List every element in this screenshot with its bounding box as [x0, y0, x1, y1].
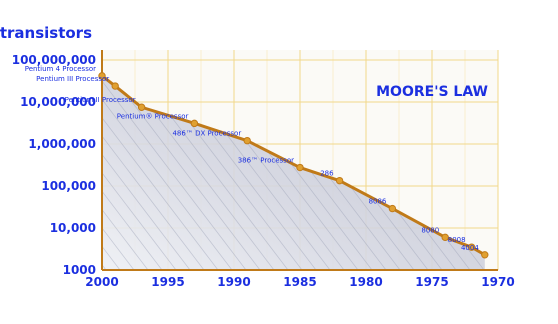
chart-title: MOORE'S LAW: [376, 84, 488, 100]
point-label: 8080: [421, 226, 439, 234]
point-label: 486™ DX Processor: [172, 130, 241, 138]
point-label: 8086: [369, 198, 387, 206]
data-point: [335, 176, 344, 185]
y-tick-label: 10,000: [50, 221, 96, 235]
point-label: Pentium II Processor: [65, 96, 136, 104]
y-tick-label: 1000: [63, 263, 96, 277]
texture-stripe: [102, 67, 219, 270]
y-tick-label: 100,000: [41, 179, 96, 193]
texture-stripe: [102, 67, 135, 270]
data-point: [467, 243, 476, 251]
data-point: [296, 163, 304, 172]
data-point: [481, 251, 489, 259]
x-tick-labels: 1970 1975 1980 1985 1990 1995 2000: [85, 275, 514, 289]
texture-stripe: [102, 67, 149, 270]
texture-stripe: [102, 67, 163, 270]
texture-stripe: [0, 60, 92, 270]
x-tick-label: 1970: [481, 275, 514, 289]
y-axis-label: transistors: [0, 24, 92, 42]
x-tick-label: 2000: [85, 275, 118, 289]
data-point: [388, 204, 397, 213]
data-point: [111, 82, 119, 90]
x-tick-label: 1995: [151, 275, 184, 289]
chip-photo-area: [102, 67, 485, 270]
texture-stripe: [102, 67, 107, 270]
point-label: Pentium® Processor: [117, 112, 189, 120]
data-point: [98, 72, 106, 80]
x-tick-label: 1990: [217, 275, 250, 289]
x-tick-label: 1975: [415, 275, 448, 289]
texture-stripe: [102, 67, 177, 270]
data-point: [243, 136, 251, 145]
point-label: 4004: [461, 244, 479, 252]
x-tick-label: 1985: [283, 275, 316, 289]
point-label: 286: [320, 170, 334, 178]
point-label: 386™ Processor: [238, 157, 294, 165]
point-label: 8008: [448, 236, 466, 244]
data-point: [190, 119, 199, 128]
point-label: Pentium III Processor: [36, 75, 109, 83]
y-tick-labels: 1000 10,000 100,000 1,000,000 10,000,000 100,…: [12, 53, 96, 277]
y-tick-label: 10,000,000: [20, 95, 96, 109]
axes: [101, 50, 498, 271]
y-tick-label: 100,000,000: [12, 53, 96, 67]
texture-stripe: [102, 67, 191, 270]
y-tick-label: 1,000,000: [28, 137, 96, 151]
texture-stripe: [102, 67, 205, 270]
point-label: Pentium 4 Processor: [25, 65, 96, 73]
texture-stripe: [102, 67, 247, 270]
data-point: [137, 103, 146, 111]
texture-stripe: [102, 67, 233, 270]
data-points: [98, 72, 489, 259]
data-point: [441, 233, 449, 242]
x-tick-label: 1980: [349, 275, 382, 289]
